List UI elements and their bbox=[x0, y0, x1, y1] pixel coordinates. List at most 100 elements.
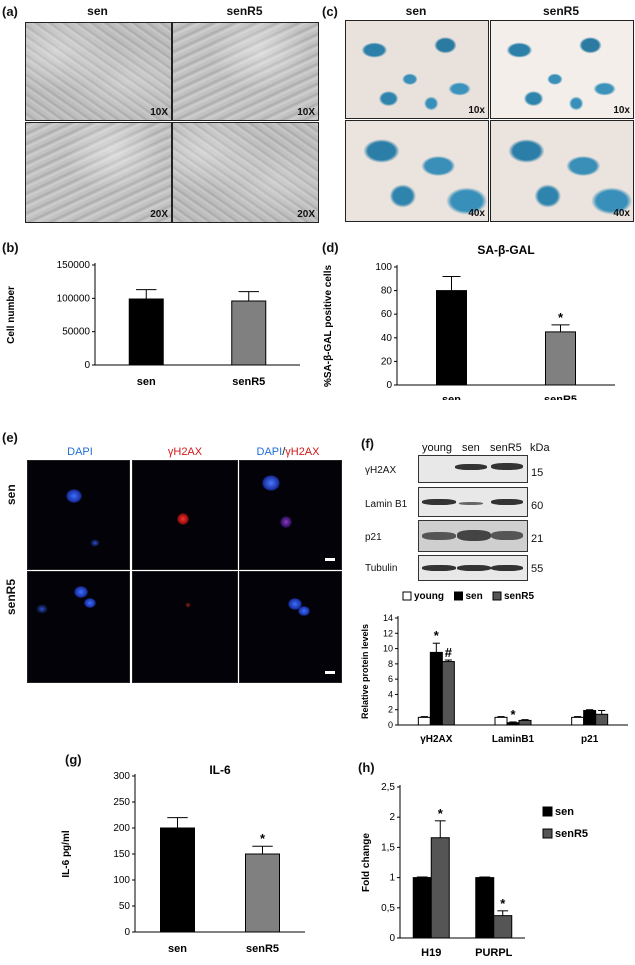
fluorescence-sen-merge bbox=[239, 460, 342, 570]
nucleus bbox=[84, 598, 96, 608]
y-tick-label: 100 bbox=[113, 875, 130, 886]
merge-h2ax-text: γH2AX bbox=[285, 446, 320, 458]
y-tick-label: 100 bbox=[375, 262, 392, 273]
y-tick-label: 1,5 bbox=[381, 842, 395, 853]
chart-il6: IL-6 IL-6 pg/ml 0 50 100 150 200 250 300 sen senR5… bbox=[61, 763, 305, 955]
bar bbox=[545, 331, 576, 386]
fluorescence-sen-h2ax bbox=[132, 460, 238, 570]
x-category-label: PURPL bbox=[475, 947, 513, 959]
kda-h2ax: 15 bbox=[531, 467, 544, 479]
significance-marker: * bbox=[510, 707, 516, 722]
nucleus bbox=[74, 586, 88, 598]
y-tick-label: 0,5 bbox=[381, 903, 395, 914]
brightfield-sen-20x: 20X bbox=[25, 122, 172, 223]
significance-marker: * bbox=[438, 806, 444, 821]
kda-label: kDa bbox=[530, 442, 550, 454]
band bbox=[422, 499, 456, 505]
blot-laminb1 bbox=[418, 487, 528, 517]
fluorescence-senr5-dapi bbox=[27, 571, 130, 683]
band bbox=[491, 565, 523, 571]
sa-beta-gal-sen-10x: 10x bbox=[345, 20, 489, 119]
y-tick-label: 20 bbox=[381, 356, 393, 367]
chart-relative-protein-levels: Relative protein levels 0 2 4 6 8 10 12 14 γH2AX *… bbox=[360, 591, 628, 745]
significance-marker: * bbox=[558, 310, 564, 325]
y-tick-label: 300 bbox=[113, 771, 130, 782]
magnification-label: 10X bbox=[297, 107, 315, 118]
y-tick-label: 8 bbox=[388, 659, 393, 669]
kda-tubulin: 55 bbox=[531, 563, 544, 575]
bar bbox=[493, 915, 513, 939]
bar bbox=[506, 722, 520, 726]
chart-cell-number: Cell number 0 50000 100000 150000 sen senR5 bbox=[6, 260, 300, 388]
y-tick-label: 50 bbox=[119, 901, 131, 912]
bar bbox=[494, 716, 508, 726]
nucleus bbox=[36, 604, 48, 614]
y-tick-label: 14 bbox=[383, 613, 393, 623]
nucleus bbox=[90, 539, 100, 547]
bar bbox=[245, 853, 280, 933]
legend-label: senR5 bbox=[504, 591, 534, 602]
y-tick-label: 0 bbox=[389, 933, 395, 944]
panel-d-label: (d) bbox=[322, 240, 339, 255]
sa-beta-gal-sen-40x: 40x bbox=[345, 120, 489, 222]
band bbox=[422, 532, 456, 540]
bar bbox=[518, 719, 532, 726]
legend-swatch bbox=[402, 591, 412, 601]
significance-marker: * bbox=[260, 831, 266, 846]
bar bbox=[231, 300, 267, 366]
row-label-sen: sen bbox=[4, 484, 18, 505]
bar bbox=[441, 661, 455, 726]
band bbox=[459, 502, 483, 505]
x-category-label: senR5 bbox=[246, 943, 279, 955]
y-tick-label: 2 bbox=[389, 812, 395, 823]
channel-merge-label: DAPI/γH2AX bbox=[238, 446, 338, 458]
legend-label: senR5 bbox=[555, 828, 588, 840]
band bbox=[491, 499, 523, 505]
sa-beta-gal-senr5-10x: 10x bbox=[490, 20, 634, 119]
panel-h-label: (h) bbox=[358, 760, 375, 775]
chart-title: IL-6 bbox=[209, 763, 231, 777]
significance-marker: * bbox=[500, 896, 506, 911]
merge-dapi-text: DAPI bbox=[256, 446, 283, 458]
legend-swatch bbox=[454, 591, 463, 601]
bar bbox=[475, 877, 495, 939]
fluorescence-senr5-h2ax bbox=[132, 571, 238, 683]
blot-tubulin bbox=[418, 555, 528, 581]
band bbox=[491, 531, 523, 540]
x-category-label: sen bbox=[168, 943, 187, 955]
legend-swatch bbox=[542, 828, 553, 839]
y-axis-label: Cell number bbox=[6, 286, 17, 344]
y-axis-label: Fold change bbox=[361, 833, 372, 892]
panel-a-col-sen: sen bbox=[87, 4, 108, 18]
channel-dapi-label: DAPI bbox=[67, 446, 93, 458]
kda-laminb1: 60 bbox=[531, 500, 544, 512]
blot-label-laminb1: Lamin B1 bbox=[365, 499, 408, 510]
legend-label: sen bbox=[555, 806, 574, 818]
y-tick-label: 2,5 bbox=[381, 782, 395, 793]
y-axis-label: Relative protein levels bbox=[360, 624, 370, 719]
panel-e-label: (e) bbox=[2, 430, 18, 445]
chart-fold-change: Fold change 0 0,5 1 1,5 2 2,5 H19 * PURPL * sen senR… bbox=[361, 782, 588, 959]
y-tick-label: 12 bbox=[383, 628, 393, 638]
chart-title: SA-β-GAL bbox=[477, 243, 534, 257]
y-tick-label: 0 bbox=[386, 380, 392, 391]
magnification-label: 10X bbox=[150, 107, 168, 118]
x-category-label: LaminB1 bbox=[492, 734, 535, 745]
brightfield-sen-10x: 10X bbox=[25, 22, 172, 121]
y-tick-label: 60 bbox=[381, 309, 393, 320]
x-category-label: γH2AX bbox=[420, 734, 453, 745]
lane-sen: sen bbox=[462, 442, 480, 454]
y-tick-label: 1 bbox=[389, 873, 395, 884]
merge-slash: / bbox=[282, 446, 286, 458]
panel-a-label: (a) bbox=[2, 4, 18, 19]
band bbox=[457, 565, 491, 571]
y-tick-label: 100000 bbox=[57, 293, 91, 304]
y-tick-label: 150 bbox=[113, 849, 130, 860]
legend-swatch bbox=[492, 591, 502, 601]
scale-bar bbox=[325, 558, 335, 561]
blot-label-h2ax: γH2AX bbox=[365, 465, 397, 476]
h2ax-foci bbox=[177, 513, 189, 525]
sa-beta-gal-senr5-40x: 40x bbox=[490, 120, 634, 222]
bar bbox=[595, 713, 609, 726]
legend-swatch bbox=[542, 806, 553, 817]
